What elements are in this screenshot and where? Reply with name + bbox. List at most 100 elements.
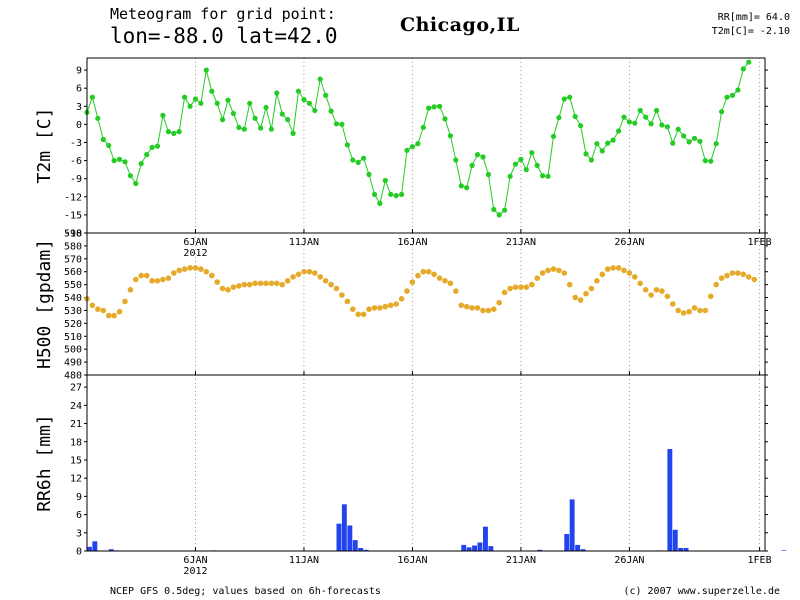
precipitation-summary: RR[mm]= 64.0 bbox=[717, 12, 790, 23]
geopotential-point bbox=[621, 267, 627, 274]
temperature-point bbox=[719, 109, 725, 115]
geopotential-point bbox=[518, 284, 524, 291]
geopotential-point bbox=[724, 272, 730, 279]
precipitation-bar bbox=[87, 546, 92, 551]
geopotential-point bbox=[442, 278, 448, 284]
temperature-point bbox=[621, 114, 627, 120]
geopotential-point bbox=[539, 270, 546, 276]
geopotential-point bbox=[545, 267, 551, 274]
geopotential-point bbox=[507, 285, 513, 292]
geopotential-point bbox=[431, 271, 437, 278]
panel-2: 0 3 6 9 12 15 18 21 24 27 RR6h [mm] bbox=[34, 374, 787, 558]
temperature-point bbox=[447, 133, 453, 139]
temperature-point bbox=[420, 124, 426, 130]
precipitation-bar bbox=[564, 534, 570, 551]
geopotential-point bbox=[143, 272, 150, 279]
temperature-point bbox=[122, 159, 128, 165]
temperature-point bbox=[138, 161, 144, 167]
temperature-point bbox=[290, 130, 296, 136]
geopotential-point bbox=[436, 275, 443, 282]
temperature-point bbox=[214, 100, 220, 106]
geopotential-point bbox=[284, 278, 291, 284]
geopotential-point bbox=[561, 270, 568, 276]
y-tick-label: -6 bbox=[70, 156, 82, 167]
y-tick-label: 9 bbox=[76, 66, 82, 77]
temperature-point bbox=[111, 158, 117, 164]
geopotential-point bbox=[225, 287, 231, 293]
geopotential-point bbox=[415, 272, 421, 279]
panel-frame bbox=[86, 374, 766, 552]
geopotential-point bbox=[474, 305, 481, 311]
temperature-point bbox=[681, 133, 687, 139]
geopotential-point bbox=[453, 288, 459, 294]
geopotential-point bbox=[718, 275, 725, 282]
temperature-point bbox=[605, 140, 611, 146]
temperature-point bbox=[469, 162, 475, 168]
x-tick-label: 26JAN bbox=[614, 237, 644, 248]
temperature-point bbox=[149, 144, 155, 150]
temperature-point bbox=[312, 107, 318, 114]
panel-frame bbox=[86, 57, 766, 234]
y-tick-label: -18 bbox=[64, 229, 82, 240]
y-tick-label: 510 bbox=[64, 332, 82, 343]
temperature-point bbox=[578, 123, 584, 129]
x-tick-label: 1FEB bbox=[748, 555, 772, 566]
temperature-point bbox=[388, 191, 394, 197]
temperature-point bbox=[160, 112, 166, 118]
temperature-point bbox=[550, 133, 557, 139]
geopotential-point bbox=[485, 307, 492, 314]
x-tick-label: 16JAN bbox=[397, 555, 427, 566]
geopotential-point bbox=[686, 308, 692, 315]
temperature-point bbox=[534, 162, 540, 168]
precipitation-bar bbox=[347, 525, 353, 551]
temperature-point bbox=[643, 114, 649, 120]
precipitation-bar bbox=[575, 544, 581, 551]
geopotential-point bbox=[697, 307, 703, 314]
y-tick-label: 560 bbox=[64, 267, 82, 278]
precipitation-bar bbox=[352, 540, 358, 551]
geopotential-point bbox=[420, 268, 427, 275]
precipitation-bar bbox=[781, 550, 787, 551]
precipitation-bar bbox=[678, 548, 684, 551]
y-tick-label: 21 bbox=[70, 419, 82, 430]
temperature-point bbox=[165, 129, 171, 135]
panel-0: -18 -15 -12 -9 -6 -3 0 3 6 9 T2m [C] bbox=[34, 57, 768, 240]
precipitation-bar bbox=[488, 546, 494, 551]
y-tick-label: 6 bbox=[76, 510, 82, 521]
geopotential-point bbox=[133, 276, 139, 283]
temperature-point bbox=[198, 100, 204, 106]
geopotential-point bbox=[664, 293, 671, 300]
temperature-point bbox=[686, 139, 692, 145]
geopotential-point bbox=[350, 306, 356, 313]
temperature-point bbox=[512, 161, 519, 167]
y-tick-label: 570 bbox=[64, 254, 82, 265]
geopotential-point bbox=[100, 307, 107, 314]
precipitation-bar bbox=[336, 523, 342, 551]
geopotential-point bbox=[610, 265, 616, 271]
geopotential-point bbox=[371, 305, 378, 311]
temperature-point bbox=[116, 156, 123, 162]
geopotential-point bbox=[116, 308, 123, 315]
geopotential-point bbox=[626, 270, 633, 276]
temperature-point bbox=[236, 124, 242, 130]
temperature-point bbox=[295, 88, 302, 94]
temperature-point bbox=[648, 121, 654, 127]
geopotential-point bbox=[512, 284, 519, 291]
temperature-point bbox=[561, 96, 567, 102]
temperature-point bbox=[220, 117, 226, 123]
geopotential-point bbox=[632, 274, 638, 280]
geopotential-point bbox=[268, 280, 275, 287]
precipitation-bar bbox=[341, 504, 347, 551]
geopotential-point bbox=[236, 283, 242, 289]
precipitation-bar bbox=[108, 549, 114, 551]
temperature-point bbox=[702, 158, 708, 164]
geopotential-point bbox=[317, 274, 324, 280]
precipitation-bar bbox=[466, 547, 472, 551]
temperature-point bbox=[588, 157, 595, 163]
geopotential-point bbox=[328, 281, 334, 288]
y-axis-label: H500 [gpdam] bbox=[34, 239, 55, 369]
geopotential-point bbox=[583, 290, 589, 297]
temperature-point bbox=[496, 212, 502, 218]
geopotential-point bbox=[382, 303, 389, 310]
